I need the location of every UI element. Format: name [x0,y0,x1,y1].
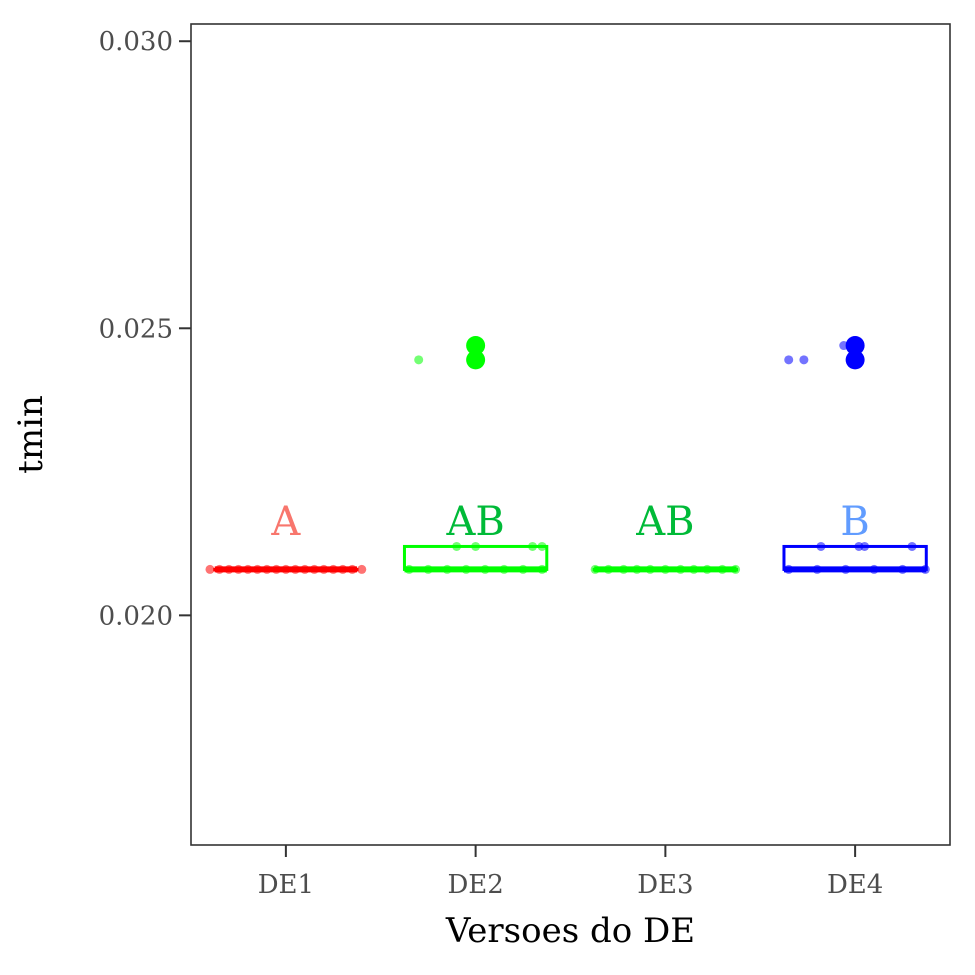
data-point [816,541,826,551]
data-point [632,564,642,574]
data-point [233,564,243,574]
y-axis-title: tmin [11,395,51,474]
data-point [271,564,281,574]
group-letter-label: B [840,499,869,545]
x-tick-label: DE3 [637,870,693,900]
y-tick-label: 0.020 [99,601,173,631]
data-point [660,564,670,574]
data-point [404,564,414,574]
outlier-point [845,336,865,356]
x-axis-title: Versoes do DE [445,911,695,951]
data-point [357,564,367,574]
data-point [869,564,879,574]
data-point [799,355,809,365]
data-point [461,564,471,574]
data-point [290,564,300,574]
data-point [676,564,686,574]
chart-axes: 0.020 0.025 0.030 DE1 DE2 DE3 DE4 [99,27,884,900]
box-group-de4: B [782,336,930,574]
data-point [898,564,908,574]
outlier-point [466,336,486,356]
data-point [499,564,509,574]
data-point [442,564,452,574]
x-tick-label: DE4 [827,870,883,900]
data-point [262,564,272,574]
box-group-de2: AB [402,336,549,574]
data-point [689,564,699,574]
data-point [537,541,547,551]
data-point [717,564,727,574]
data-point [452,541,462,551]
group-letter-label: A [270,499,301,545]
data-point [338,564,348,574]
data-point [645,564,655,574]
data-point [731,564,741,574]
box-group-de1: A [205,499,367,574]
chart-marks: A AB AB B [205,336,930,574]
group-letter-label: AB [635,499,694,545]
data-point [281,564,291,574]
data-point [907,541,917,551]
group-letter-label: AB [445,499,504,545]
data-point [414,355,424,365]
data-point [300,564,310,574]
data-point [328,564,338,574]
data-point [702,564,712,574]
x-tick-label: DE1 [258,870,314,900]
data-point [224,564,234,574]
data-point [309,564,319,574]
data-point [471,541,481,551]
data-point [243,564,253,574]
data-point [603,564,613,574]
data-point [319,564,329,574]
data-point [214,564,224,574]
data-point [537,564,547,574]
data-point [518,564,528,574]
data-point [480,564,490,574]
data-point [784,564,794,574]
y-tick-label: 0.030 [99,27,173,57]
data-point [860,541,870,551]
box-group-de3: AB [590,499,741,574]
data-point [619,564,629,574]
data-point [347,564,357,574]
data-point [528,541,538,551]
outlier-point [845,350,865,370]
outlier-point [466,350,486,370]
data-point [205,564,215,574]
plot-panel-border [190,23,951,846]
data-point [841,564,851,574]
data-point [920,564,930,574]
y-tick-label: 0.025 [99,314,173,344]
data-point [423,564,433,574]
data-point [252,564,262,574]
data-point [812,564,822,574]
data-point [590,564,600,574]
data-point [784,355,794,365]
x-tick-label: DE2 [447,870,503,900]
